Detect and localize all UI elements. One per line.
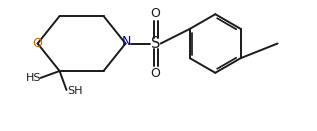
Text: N: N — [122, 35, 131, 48]
Text: HS: HS — [26, 73, 41, 83]
Text: O: O — [151, 7, 160, 20]
Text: O: O — [33, 37, 42, 50]
Text: SH: SH — [67, 86, 82, 96]
Text: S: S — [151, 36, 160, 51]
Text: O: O — [151, 67, 160, 80]
